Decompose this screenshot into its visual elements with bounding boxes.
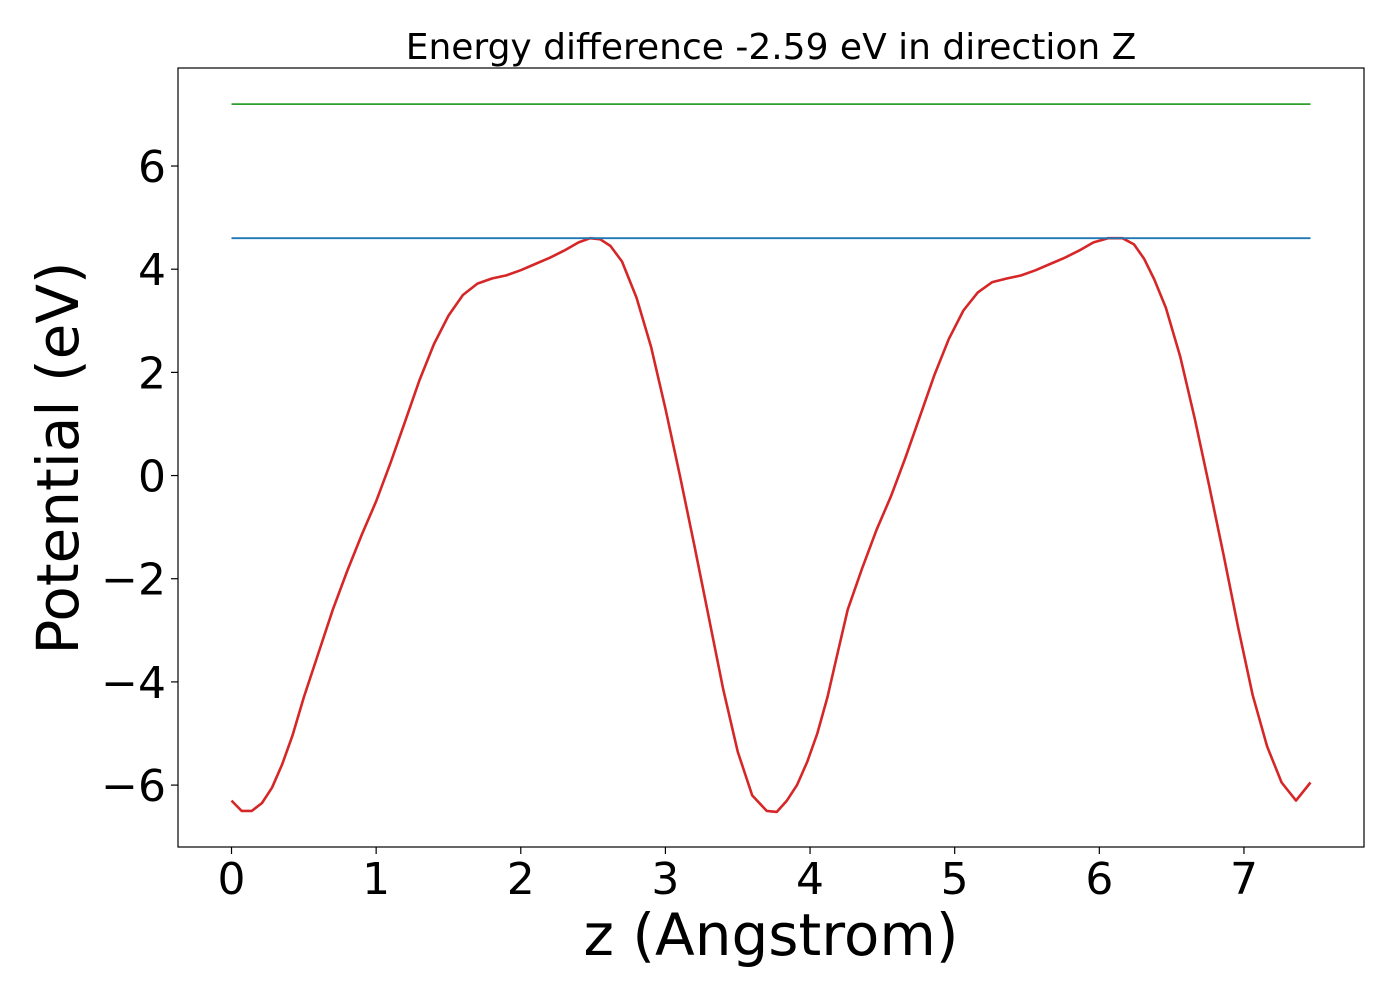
x-axis-label: z (Angstrom) [584,901,959,969]
y-tick-label: −2 [101,555,166,606]
x-tick-label: 7 [1230,854,1258,905]
y-tick-label: 2 [138,348,166,399]
plot-frame [177,67,1365,848]
x-tick-label: 6 [1085,854,1113,905]
y-tick-label: 0 [138,452,166,503]
plot-lines [230,103,1312,814]
x-tick-label: 5 [941,854,969,905]
series-line-0 [230,236,1312,814]
y-tick-label: −4 [101,658,166,709]
x-axis: 0 1 2 3 4 5 6 7 [218,847,1258,905]
chart-title: Energy difference -2.59 eV in direction … [406,27,1137,68]
y-tick-label: 6 [138,142,166,193]
y-tick-label: −6 [101,761,166,812]
x-tick-label: 2 [507,854,535,905]
x-tick-label: 3 [651,854,679,905]
x-tick-label: 1 [362,854,390,905]
y-tick-label: 4 [138,245,166,296]
y-axis: −6 −4 −2 0 2 4 6 [101,142,178,812]
x-tick-label: 0 [218,854,246,905]
x-tick-label: 4 [796,854,824,905]
y-axis-label: Potential (eV) [24,261,92,654]
